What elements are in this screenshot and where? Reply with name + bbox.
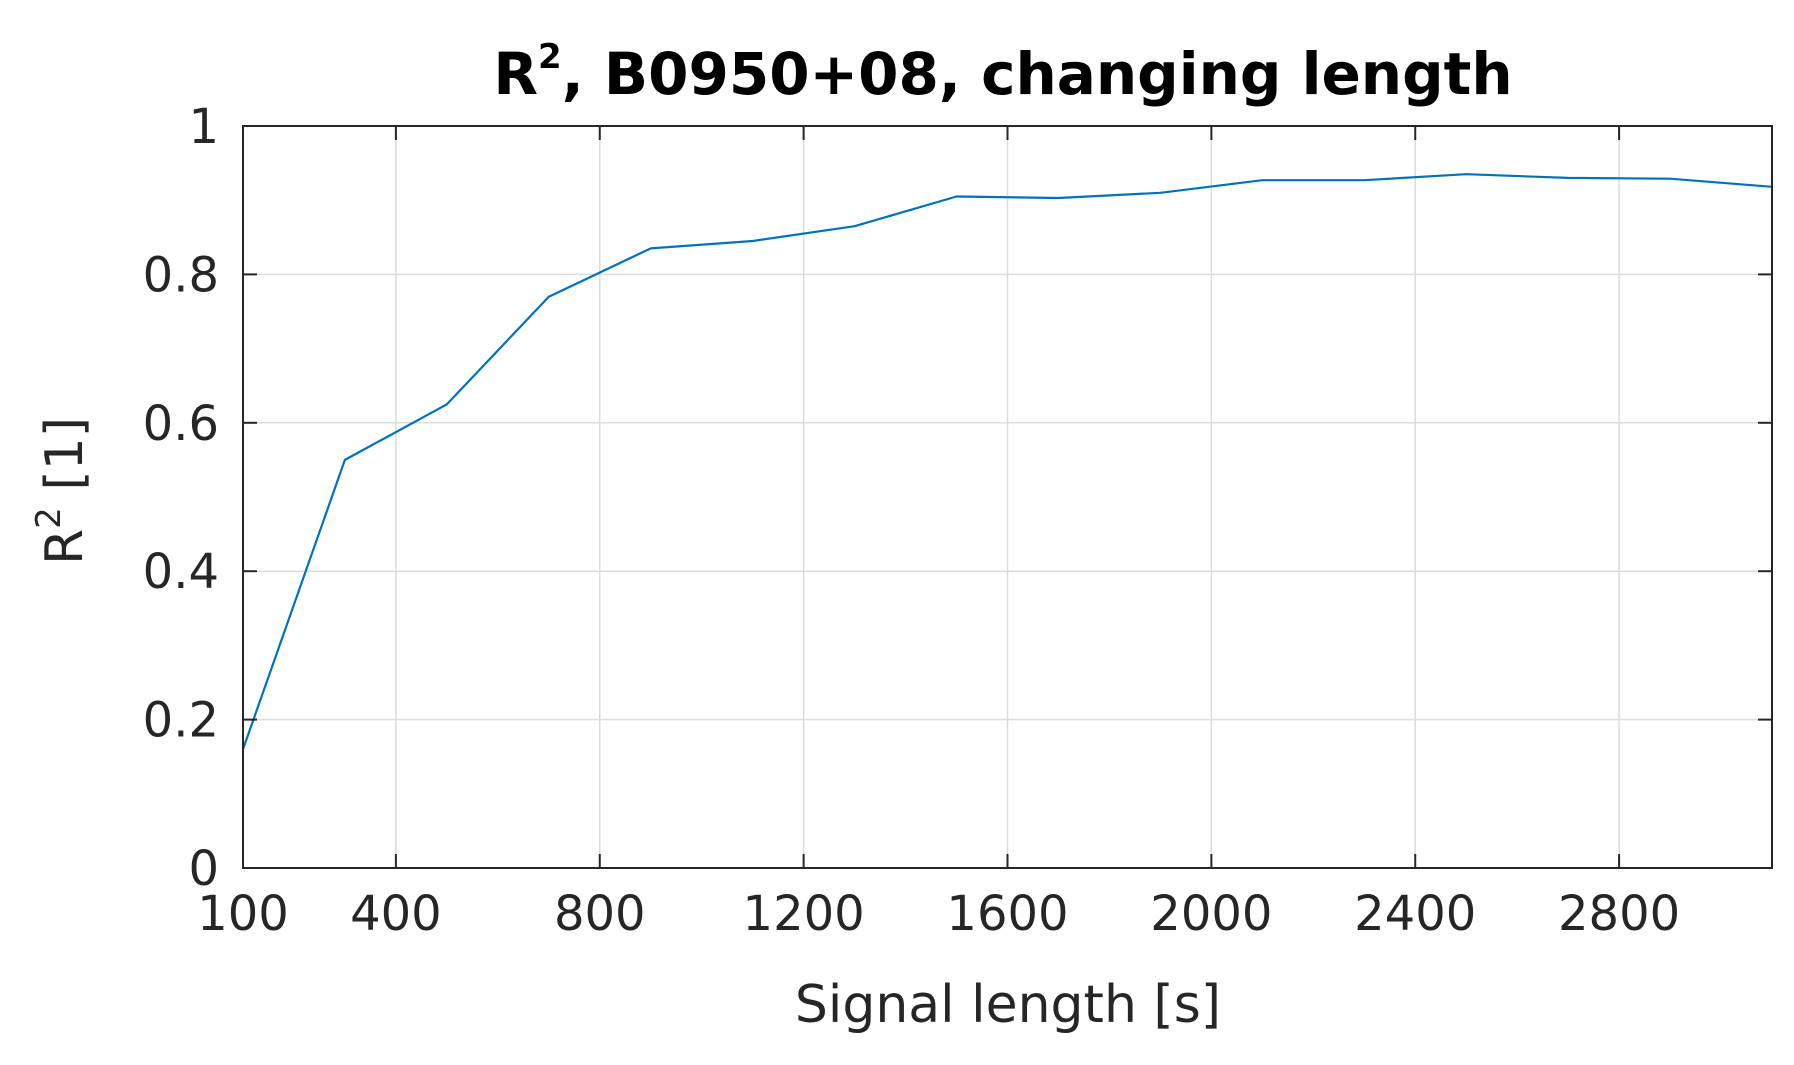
y-tick-label: 0 — [188, 841, 219, 897]
series-line — [241, 173, 1773, 750]
y-tick-label: 0.6 — [143, 396, 219, 452]
y-axis-label-superscript: 2 — [29, 507, 69, 529]
x-tick-label: 1200 — [743, 886, 865, 942]
series-layer — [241, 173, 1773, 750]
chart-title-main: R — [493, 40, 538, 108]
x-tick-label: 100 — [197, 886, 289, 942]
chart-title: R2, B0950+08, changing length — [493, 37, 1512, 108]
y-tick-label: 1 — [188, 99, 219, 155]
y-axis-label-rest: [1] — [35, 417, 95, 507]
x-tick-label: 2000 — [1150, 886, 1272, 942]
chart-title-superscript: 2 — [538, 37, 562, 77]
y-axis-label-main: R — [35, 529, 95, 565]
x-tick-labels: 100 400 800 1200 1600 2000 2400 2800 — [197, 886, 1680, 942]
x-tick-label: 1600 — [946, 886, 1068, 942]
tick-marks — [242, 125, 1772, 869]
y-tick-labels: 0 0.2 0.4 0.6 0.8 1 — [143, 99, 219, 897]
y-tick-label: 0.2 — [143, 693, 219, 749]
x-axis-label: Signal length [s] — [795, 975, 1221, 1035]
x-tick-label: 400 — [350, 886, 442, 942]
chart-title-rest: , B0950+08, changing length — [562, 40, 1513, 108]
y-axis-label: R2 [1] — [29, 417, 95, 565]
x-tick-label: 800 — [554, 886, 646, 942]
y-tick-label: 0.4 — [143, 544, 219, 600]
x-tick-label: 2800 — [1558, 886, 1680, 942]
x-tick-label: 2400 — [1354, 886, 1476, 942]
y-tick-label: 0.8 — [143, 247, 219, 303]
grid-lines — [243, 126, 1772, 868]
